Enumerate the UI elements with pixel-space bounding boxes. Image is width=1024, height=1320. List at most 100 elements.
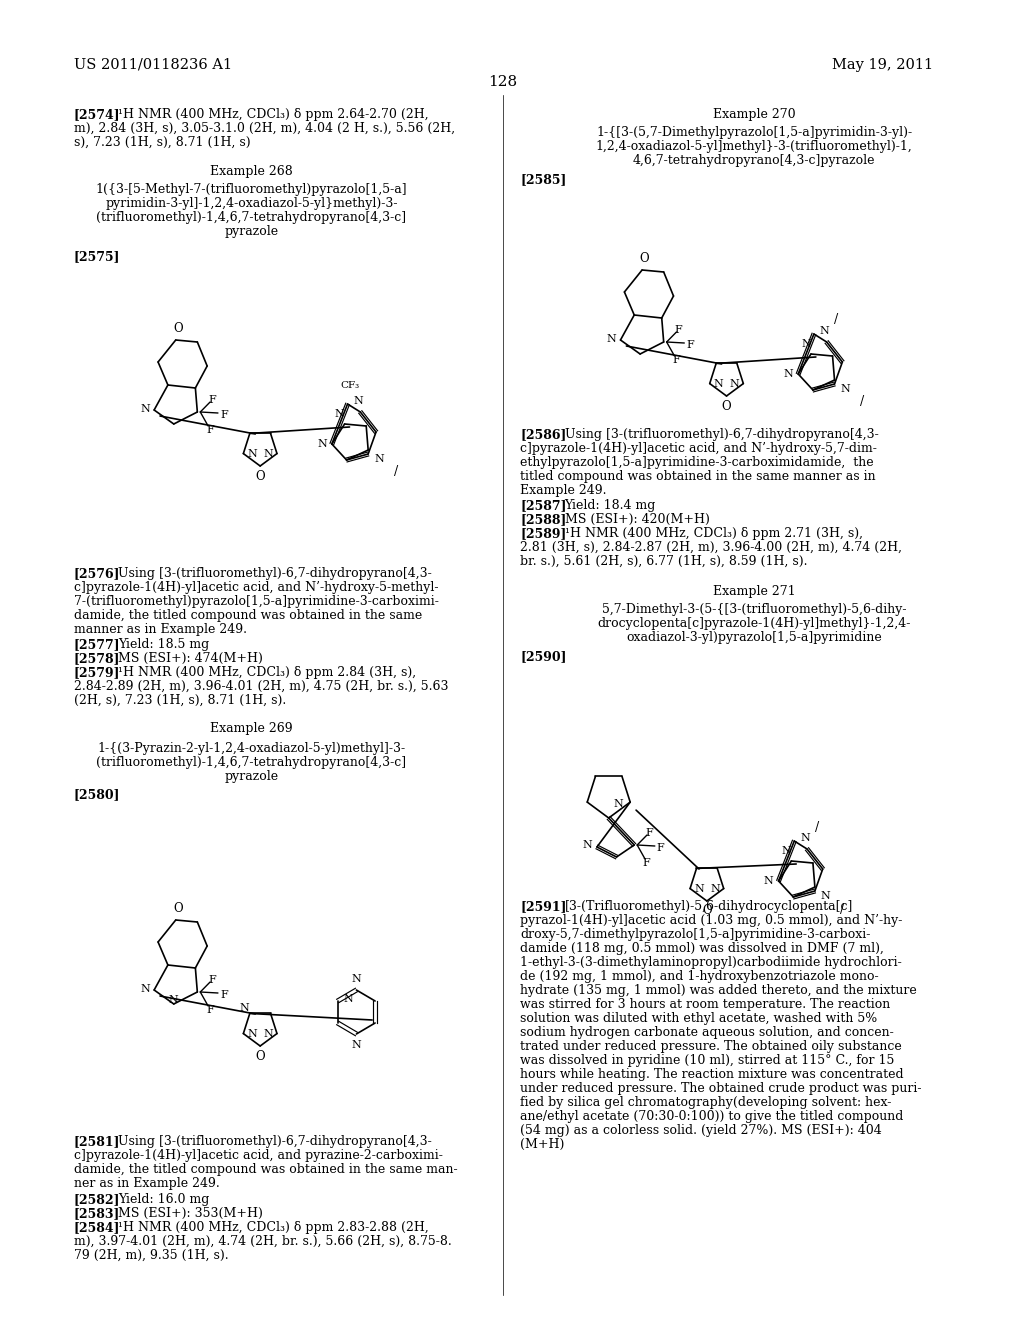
Text: [2580]: [2580] xyxy=(74,788,120,801)
Text: ¹H NMR (400 MHz, CDCl₃) δ ppm 2.64-2.70 (2H,: ¹H NMR (400 MHz, CDCl₃) δ ppm 2.64-2.70 … xyxy=(118,108,428,121)
Text: [2591]: [2591] xyxy=(520,900,567,913)
Text: Example 271: Example 271 xyxy=(713,585,796,598)
Text: N: N xyxy=(353,396,364,407)
Text: ¹H NMR (400 MHz, CDCl₃) δ ppm 2.83-2.88 (2H,: ¹H NMR (400 MHz, CDCl₃) δ ppm 2.83-2.88 … xyxy=(118,1221,429,1234)
Text: F: F xyxy=(206,1005,214,1015)
Text: Yield: 18.5 mg: Yield: 18.5 mg xyxy=(118,638,209,651)
Text: /: / xyxy=(815,821,819,833)
Text: N: N xyxy=(781,846,792,855)
Text: N: N xyxy=(607,334,616,345)
Text: ethylpyrazolo[1,5-a]pyrimidine-3-carboximidamide,  the: ethylpyrazolo[1,5-a]pyrimidine-3-carboxi… xyxy=(520,455,873,469)
Text: Using [3-(trifluoromethyl)-6,7-dihydropyrano[4,3-: Using [3-(trifluoromethyl)-6,7-dihydropy… xyxy=(118,1135,431,1148)
Text: [2577]: [2577] xyxy=(74,638,120,651)
Text: N: N xyxy=(263,449,273,458)
Text: O: O xyxy=(639,252,649,265)
Text: F: F xyxy=(220,411,227,420)
Text: N: N xyxy=(335,409,344,418)
Text: [2574]: [2574] xyxy=(74,108,120,121)
Text: 1-{(3-Pyrazin-2-yl-1,2,4-oxadiazol-5-yl)methyl]-3-: 1-{(3-Pyrazin-2-yl-1,2,4-oxadiazol-5-yl)… xyxy=(97,742,406,755)
Text: was dissolved in pyridine (10 ml), stirred at 115° C., for 15: was dissolved in pyridine (10 ml), stirr… xyxy=(520,1053,895,1067)
Text: [2583]: [2583] xyxy=(74,1206,120,1220)
Text: N: N xyxy=(140,983,151,994)
Text: manner as in Example 249.: manner as in Example 249. xyxy=(74,623,247,636)
Text: 7-(trifluoromethyl)pyrazolo[1,5-a]pyrimidine-3-carboximi-: 7-(trifluoromethyl)pyrazolo[1,5-a]pyrimi… xyxy=(74,595,438,609)
Text: O: O xyxy=(173,903,182,916)
Text: CF₃: CF₃ xyxy=(340,381,359,391)
Text: May 19, 2011: May 19, 2011 xyxy=(831,58,933,73)
Text: N: N xyxy=(783,370,794,379)
Text: N: N xyxy=(169,995,178,1005)
Text: c]pyrazole-1(4H)-yl]acetic acid, and N’-hydroxy-5-methyl-: c]pyrazole-1(4H)-yl]acetic acid, and N’-… xyxy=(74,581,438,594)
Text: solution was diluted with ethyl acetate, washed with 5%: solution was diluted with ethyl acetate,… xyxy=(520,1012,878,1026)
Text: [2585]: [2585] xyxy=(520,173,566,186)
Text: MS (ESI+): 474(M+H): MS (ESI+): 474(M+H) xyxy=(118,652,263,665)
Text: pyrazol-1(4H)-yl]acetic acid (1.03 mg, 0.5 mmol), and N’-hy-: pyrazol-1(4H)-yl]acetic acid (1.03 mg, 0… xyxy=(520,913,903,927)
Text: pyrazole: pyrazole xyxy=(224,770,279,783)
Text: /: / xyxy=(841,903,845,916)
Text: F: F xyxy=(206,425,214,436)
Text: 4,6,7-tetrahydropyrano[4,3-c]pyrazole: 4,6,7-tetrahydropyrano[4,3-c]pyrazole xyxy=(633,154,876,168)
Text: [2575]: [2575] xyxy=(74,249,120,263)
Text: m), 2.84 (3H, s), 3.05-3.1.0 (2H, m), 4.04 (2 H, s.), 5.56 (2H,: m), 2.84 (3H, s), 3.05-3.1.0 (2H, m), 4.… xyxy=(74,121,455,135)
Text: [2590]: [2590] xyxy=(520,649,567,663)
Text: hydrate (135 mg, 1 mmol) was added thereto, and the mixture: hydrate (135 mg, 1 mmol) was added there… xyxy=(520,983,918,997)
Text: ¹H NMR (400 MHz, CDCl₃) δ ppm 2.71 (3H, s),: ¹H NMR (400 MHz, CDCl₃) δ ppm 2.71 (3H, … xyxy=(564,527,862,540)
Text: MS (ESI+): 353(M+H): MS (ESI+): 353(M+H) xyxy=(118,1206,263,1220)
Text: pyrazole: pyrazole xyxy=(224,224,279,238)
Text: [2582]: [2582] xyxy=(74,1193,120,1206)
Text: 2.81 (3H, s), 2.84-2.87 (2H, m), 3.96-4.00 (2H, m), 4.74 (2H,: 2.81 (3H, s), 2.84-2.87 (2H, m), 3.96-4.… xyxy=(520,541,902,554)
Text: F: F xyxy=(642,858,650,869)
Text: N: N xyxy=(694,883,703,894)
Text: [2581]: [2581] xyxy=(74,1135,120,1148)
Text: [3-(Trifluoromethyl)-5,6-dihydrocyclopenta[c]: [3-(Trifluoromethyl)-5,6-dihydrocyclopen… xyxy=(564,900,853,913)
Text: [2579]: [2579] xyxy=(74,667,120,678)
Text: damide, the titled compound was obtained in the same man-: damide, the titled compound was obtained… xyxy=(74,1163,458,1176)
Text: ane/ethyl acetate (70:30-0:100)) to give the titled compound: ane/ethyl acetate (70:30-0:100)) to give… xyxy=(520,1110,904,1123)
Text: /: / xyxy=(835,314,839,326)
Text: N: N xyxy=(801,339,811,348)
Text: [2587]: [2587] xyxy=(520,499,567,512)
Text: Yield: 18.4 mg: Yield: 18.4 mg xyxy=(564,499,656,512)
Text: Example 269: Example 269 xyxy=(210,722,293,735)
Text: Yield: 16.0 mg: Yield: 16.0 mg xyxy=(118,1193,209,1206)
Text: (2H, s), 7.23 (1H, s), 8.71 (1H, s).: (2H, s), 7.23 (1H, s), 8.71 (1H, s). xyxy=(74,694,286,708)
Text: N: N xyxy=(248,1028,257,1039)
Text: c]pyrazole-1(4H)-yl]acetic acid, and N’-hydroxy-5,7-dim-: c]pyrazole-1(4H)-yl]acetic acid, and N’-… xyxy=(520,442,878,455)
Text: 1,2,4-oxadiazol-5-yl]methyl}-3-(trifluoromethyl)-1,: 1,2,4-oxadiazol-5-yl]methyl}-3-(trifluor… xyxy=(596,140,912,153)
Text: [2588]: [2588] xyxy=(520,513,566,525)
Text: 2.84-2.89 (2H, m), 3.96-4.01 (2H, m), 4.75 (2H, br. s.), 5.63: 2.84-2.89 (2H, m), 3.96-4.01 (2H, m), 4.… xyxy=(74,680,449,693)
Text: O: O xyxy=(702,904,712,917)
Text: N: N xyxy=(821,891,830,902)
Text: droxy-5,7-dimethylpyrazolo[1,5-a]pyrimidine-3-carboxi-: droxy-5,7-dimethylpyrazolo[1,5-a]pyrimid… xyxy=(520,928,870,941)
Text: N: N xyxy=(374,454,384,465)
Text: br. s.), 5.61 (2H, s), 6.77 (1H, s), 8.59 (1H, s).: br. s.), 5.61 (2H, s), 6.77 (1H, s), 8.5… xyxy=(520,554,808,568)
Text: N: N xyxy=(248,449,257,458)
Text: Using [3-(trifluoromethyl)-6,7-dihydropyrano[4,3-: Using [3-(trifluoromethyl)-6,7-dihydropy… xyxy=(564,428,879,441)
Text: F: F xyxy=(220,990,227,1001)
Text: [2586]: [2586] xyxy=(520,428,566,441)
Text: /: / xyxy=(860,396,864,408)
Text: was stirred for 3 hours at room temperature. The reaction: was stirred for 3 hours at room temperat… xyxy=(520,998,891,1011)
Text: N: N xyxy=(820,326,829,337)
Text: F: F xyxy=(675,325,682,335)
Text: under reduced pressure. The obtained crude product was puri-: under reduced pressure. The obtained cru… xyxy=(520,1082,922,1096)
Text: 79 (2H, m), 9.35 (1H, s).: 79 (2H, m), 9.35 (1H, s). xyxy=(74,1249,228,1262)
Text: F: F xyxy=(673,355,680,366)
Text: Example 249.: Example 249. xyxy=(520,484,607,498)
Text: US 2011/0118236 A1: US 2011/0118236 A1 xyxy=(74,58,231,73)
Text: m), 3.97-4.01 (2H, m), 4.74 (2H, br. s.), 5.66 (2H, s), 8.75-8.: m), 3.97-4.01 (2H, m), 4.74 (2H, br. s.)… xyxy=(74,1236,452,1247)
Text: titled compound was obtained in the same manner as in: titled compound was obtained in the same… xyxy=(520,470,876,483)
Text: pyrimidin-3-yl]-1,2,4-oxadiazol-5-yl}methyl)-3-: pyrimidin-3-yl]-1,2,4-oxadiazol-5-yl}met… xyxy=(105,197,397,210)
Text: (trifluoromethyl)-1,4,6,7-tetrahydropyrano[4,3-c]: (trifluoromethyl)-1,4,6,7-tetrahydropyra… xyxy=(96,756,407,770)
Text: Using [3-(trifluoromethyl)-6,7-dihydropyrano[4,3-: Using [3-(trifluoromethyl)-6,7-dihydropy… xyxy=(118,568,431,579)
Text: hours while heating. The reaction mixture was concentrated: hours while heating. The reaction mixtur… xyxy=(520,1068,904,1081)
Text: c]pyrazole-1(4H)-yl]acetic acid, and pyrazine-2-carboximi-: c]pyrazole-1(4H)-yl]acetic acid, and pyr… xyxy=(74,1148,442,1162)
Text: s), 7.23 (1H, s), 8.71 (1H, s): s), 7.23 (1H, s), 8.71 (1H, s) xyxy=(74,136,250,149)
Text: 5,7-Dimethyl-3-(5-{[3-(trifluoromethyl)-5,6-dihy-: 5,7-Dimethyl-3-(5-{[3-(trifluoromethyl)-… xyxy=(602,603,906,616)
Text: damide (118 mg, 0.5 mmol) was dissolved in DMF (7 ml),: damide (118 mg, 0.5 mmol) was dissolved … xyxy=(520,942,884,954)
Text: trated under reduced pressure. The obtained oily substance: trated under reduced pressure. The obtai… xyxy=(520,1040,902,1053)
Text: [2584]: [2584] xyxy=(74,1221,120,1234)
Text: oxadiazol-3-yl)pyrazolo[1,5-a]pyrimidine: oxadiazol-3-yl)pyrazolo[1,5-a]pyrimidine xyxy=(626,631,882,644)
Text: N: N xyxy=(613,799,624,809)
Text: (54 mg) as a colorless solid. (yield 27%). MS (ESI+): 404: (54 mg) as a colorless solid. (yield 27%… xyxy=(520,1125,882,1137)
